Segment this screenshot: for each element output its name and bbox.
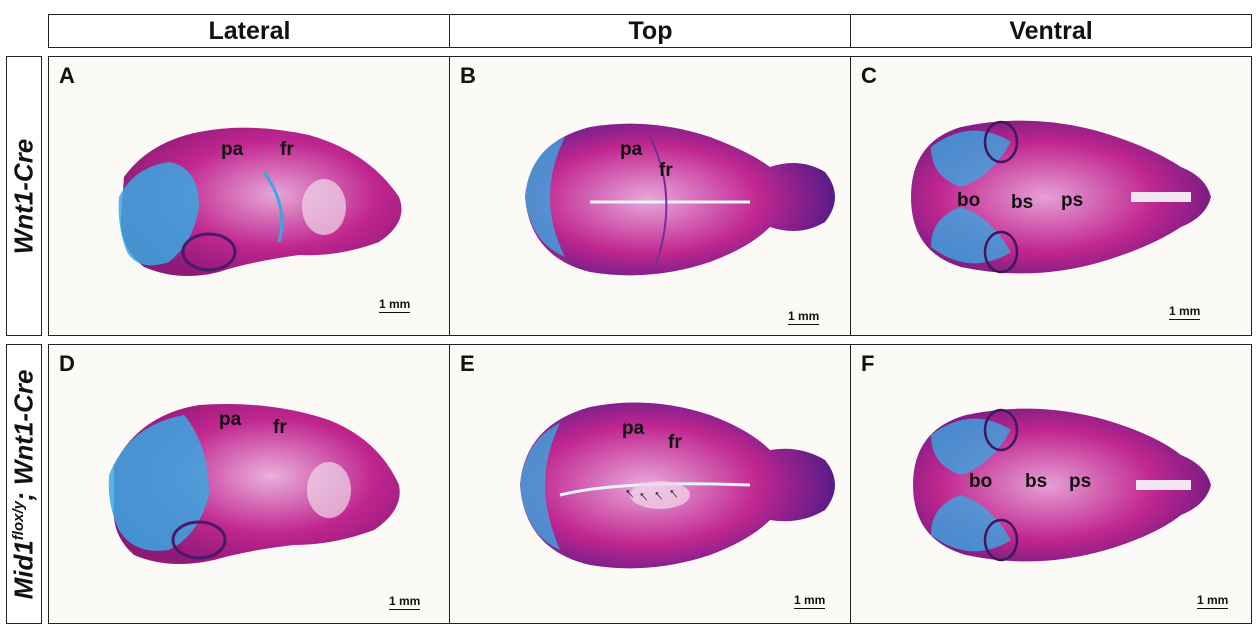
scale-bar: 1 mm bbox=[794, 593, 826, 609]
panel-letter: A bbox=[59, 63, 75, 88]
panel-letter: F bbox=[861, 351, 875, 376]
row-header-mutant: Mid1flox/y; Wnt1-Cre bbox=[6, 344, 42, 624]
label-basioccipital: bo bbox=[957, 190, 981, 211]
label-parietal: pa bbox=[221, 139, 244, 160]
scale-bar: 1 mm bbox=[788, 309, 820, 325]
panel-b: B pa fr 1 mm bbox=[449, 56, 852, 336]
skull-lateral-image bbox=[108, 404, 400, 564]
panel-d: D pa fr 1 mm bbox=[48, 344, 451, 624]
column-header-ventral: Ventral bbox=[850, 14, 1252, 48]
row-label-control: Wnt1-Cre bbox=[8, 138, 39, 254]
label-parietal: pa bbox=[620, 139, 643, 160]
panel-c: C bo bs ps 1 mm bbox=[850, 56, 1252, 336]
panel-f: F bo bs ps 1 mm bbox=[850, 344, 1252, 624]
label-basisphenoid: bs bbox=[1025, 471, 1048, 492]
scale-bar: 1 mm bbox=[1197, 593, 1229, 609]
panel-letter: B bbox=[460, 63, 476, 88]
label-basisphenoid: bs bbox=[1011, 192, 1034, 213]
scale-bar: 1 mm bbox=[1169, 304, 1201, 320]
skull-ventral-image bbox=[911, 120, 1211, 274]
skull-top-image bbox=[525, 123, 835, 276]
label-presphenoid: ps bbox=[1069, 471, 1092, 492]
panel-a: A pa fr 1 mm bbox=[48, 56, 451, 336]
panel-letter: D bbox=[59, 351, 75, 376]
skull-ventral-image bbox=[913, 408, 1211, 562]
column-header-lateral: Lateral bbox=[48, 14, 451, 48]
label-frontal: fr bbox=[659, 160, 673, 181]
row-header-control: Wnt1-Cre bbox=[6, 56, 42, 336]
skull-top-image bbox=[520, 402, 835, 569]
panel-letter: C bbox=[861, 63, 877, 88]
label-parietal: pa bbox=[219, 409, 242, 430]
column-header-top: Top bbox=[449, 14, 852, 48]
scale-bar: 1 mm bbox=[379, 297, 411, 313]
label-parietal: pa bbox=[622, 418, 645, 439]
label-frontal: fr bbox=[273, 417, 287, 438]
row-label-mutant: Mid1flox/y; Wnt1-Cre bbox=[8, 369, 39, 599]
label-presphenoid: ps bbox=[1061, 190, 1084, 211]
label-frontal: fr bbox=[280, 139, 294, 160]
label-frontal: fr bbox=[668, 432, 682, 453]
scale-bar: 1 mm bbox=[389, 594, 421, 610]
panel-letter: E bbox=[460, 351, 475, 376]
panel-e: E pa fr ↑ ↑ ↑ ↑ 1 mm bbox=[449, 344, 852, 624]
label-basioccipital: bo bbox=[969, 471, 993, 492]
skull-lateral-image bbox=[118, 127, 402, 276]
